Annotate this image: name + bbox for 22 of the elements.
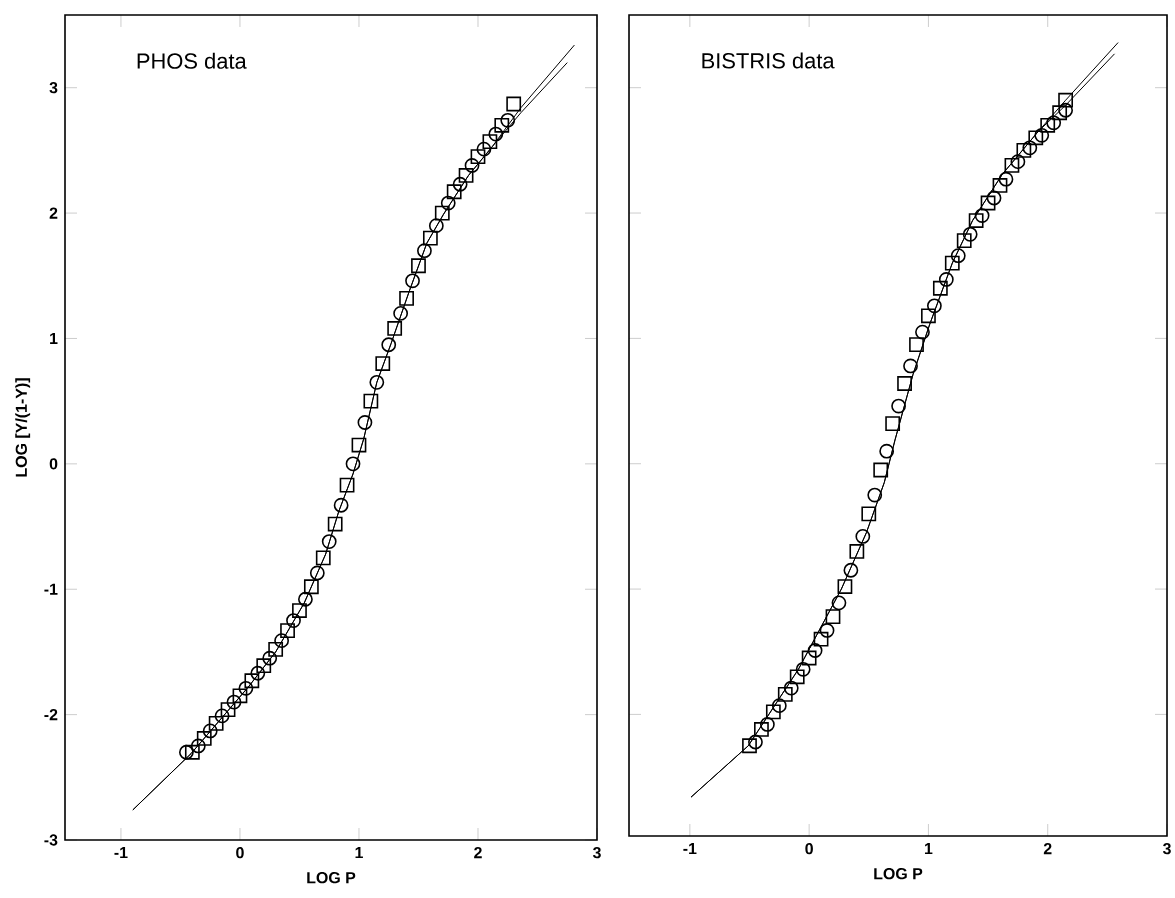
y-tick-label: -3: [44, 834, 58, 846]
y-tick-label: 1: [50, 332, 58, 344]
x-tick-label: -1: [683, 843, 697, 855]
y-tick-label: 0: [49, 458, 58, 470]
x-tick-label: 1: [924, 843, 933, 855]
x-tick-label: 1: [355, 847, 363, 859]
y-tick-label: 2: [49, 207, 58, 219]
text: PHOS data: [137, 52, 247, 69]
x-tick-label: 3: [1162, 843, 1171, 855]
y-axis-title: LOG [Y/(1-Y)]: [15, 378, 31, 477]
y-tick-label: -2: [44, 709, 58, 721]
x-tick-label: -1: [114, 847, 128, 859]
y-tick-label: -1: [44, 583, 58, 595]
text: BISTRIS data: [702, 52, 835, 69]
x-tick-label: 2: [474, 847, 482, 859]
x-tick-label: 0: [805, 843, 813, 855]
x-tick-label: 3: [592, 847, 601, 859]
x-axis-title: LOG P: [874, 868, 923, 880]
x-tick-label: 2: [1043, 843, 1052, 855]
x-axis-title: LOG P: [307, 872, 356, 884]
y-tick-label: 3: [49, 82, 58, 94]
x-tick-label: 0: [236, 847, 244, 859]
